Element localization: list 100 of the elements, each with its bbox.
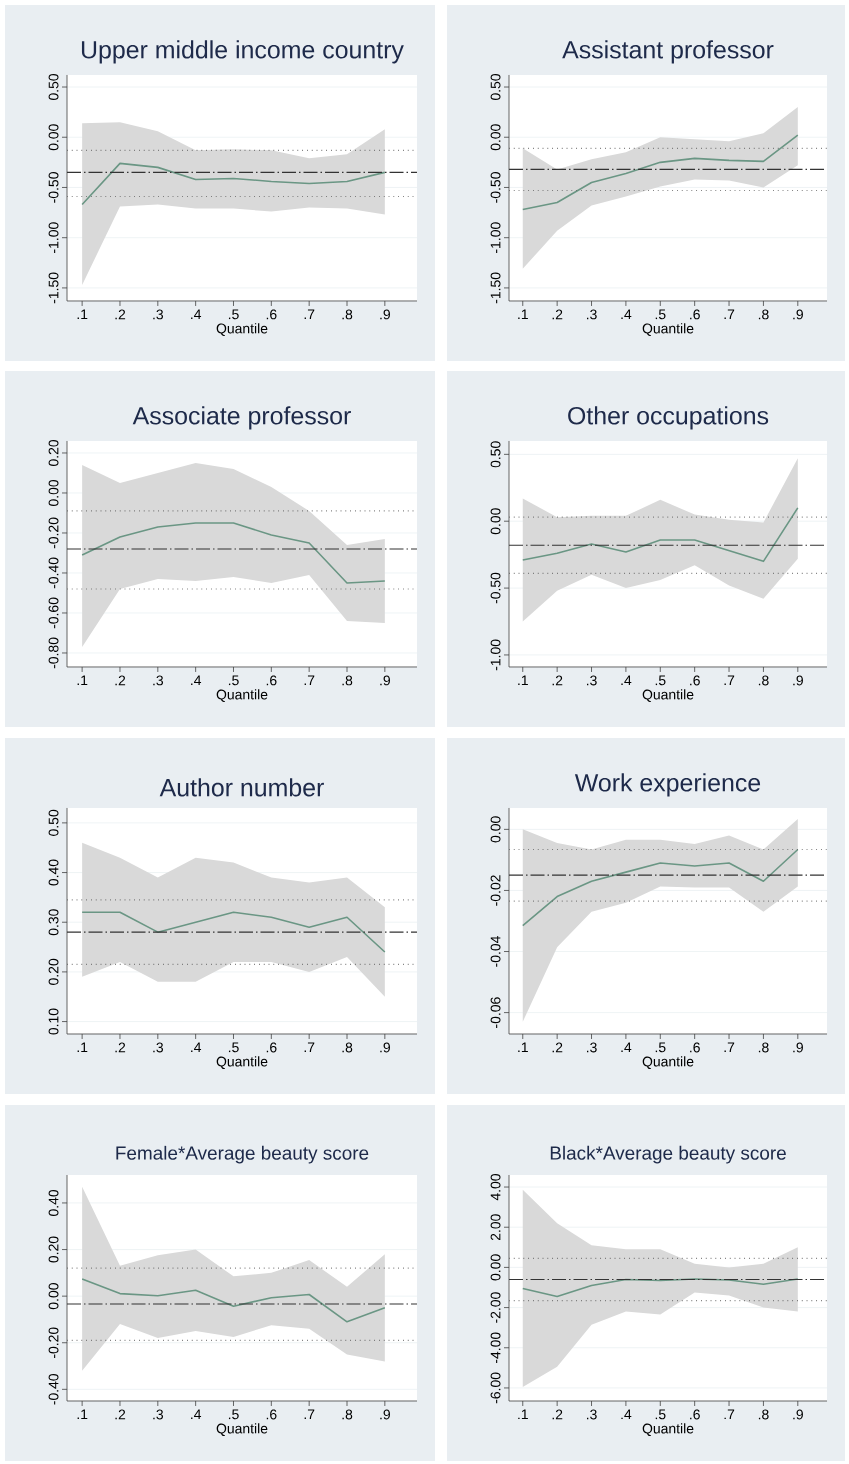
y-tick-label: -0.40 [48, 557, 59, 589]
x-tick-label: .3 [153, 309, 164, 320]
x-tick-label: .9 [793, 309, 803, 320]
line-series [81, 911, 386, 953]
y-tick-label: -0.20 [48, 517, 59, 549]
x-tick-label: .7 [304, 675, 315, 686]
x-tick-label: .3 [586, 1409, 597, 1420]
x-tick-label: .3 [586, 309, 597, 320]
chart-title: Assistant professor [562, 40, 774, 64]
y-tick-label: 0.50 [48, 73, 59, 101]
chart-title: Associate professor [132, 406, 351, 430]
x-tick-label: .6 [690, 675, 700, 686]
chart-title: Work experience [574, 773, 761, 797]
x-tick-label: .1 [77, 309, 88, 320]
x-tick-label: .2 [552, 675, 563, 686]
chart-title: Black*Average beauty score [550, 1145, 786, 1164]
x-tick-label: .1 [518, 309, 528, 320]
y-tick-label: 0.20 [48, 439, 59, 466]
x-tick-label: .9 [380, 1409, 390, 1420]
y-tick-label: -4.00 [490, 1332, 501, 1364]
x-tick-label: .3 [153, 1409, 164, 1420]
x-tick-label: .9 [380, 675, 390, 686]
y-tick-label: -1.00 [490, 222, 501, 253]
x-tick-label: .6 [266, 1042, 277, 1053]
x-tick-label: .4 [191, 1409, 202, 1420]
y-tick-label: 0.00 [490, 816, 501, 843]
y-tick-label: 0.20 [48, 1236, 59, 1263]
x-tick-label: .7 [304, 309, 315, 320]
x-tick-label: .8 [758, 1042, 769, 1053]
x-tick-label: .7 [304, 1042, 315, 1053]
y-tick-label: 0.00 [490, 124, 501, 151]
line-series [81, 162, 386, 206]
x-tick-label: .6 [690, 1042, 700, 1053]
x-axis-title: Quantile [216, 689, 268, 702]
x-tick-label: .2 [115, 1042, 126, 1053]
x-axis-title: Quantile [642, 1056, 694, 1069]
x-tick-label: .4 [621, 1042, 632, 1053]
x-tick-label: .2 [552, 1409, 563, 1420]
x-tick-label: .2 [115, 309, 126, 320]
y-tick-label: 0.00 [490, 1254, 501, 1281]
y-tick-label: -0.50 [48, 172, 59, 203]
x-tick-label: .8 [342, 309, 353, 320]
x-tick-label: .2 [552, 309, 563, 320]
x-tick-label: .6 [266, 309, 277, 320]
x-tick-label: .8 [758, 309, 769, 320]
x-axis-title: Quantile [642, 1423, 694, 1436]
x-tick-label: .9 [380, 1042, 390, 1053]
x-tick-label: .3 [586, 675, 597, 686]
x-tick-label: .1 [77, 675, 88, 686]
y-tick-label: 0.00 [48, 479, 59, 506]
x-tick-label: .6 [690, 1409, 700, 1420]
y-tick-label: -0.06 [490, 997, 501, 1028]
x-tick-label: .8 [342, 1042, 353, 1053]
y-tick-label: -0.20 [48, 1327, 59, 1359]
y-tick-label: -0.02 [490, 875, 501, 906]
y-tick-label: 0.10 [48, 1008, 59, 1035]
y-tick-label: 4.00 [490, 1174, 501, 1201]
x-tick-label: .5 [655, 1042, 666, 1053]
x-tick-label: .5 [228, 1042, 239, 1053]
x-tick-label: .2 [115, 1409, 126, 1420]
x-tick-label: .5 [655, 309, 666, 320]
x-tick-label: .9 [793, 1042, 803, 1053]
x-tick-label: .7 [724, 1409, 735, 1420]
y-tick-label: -1.50 [490, 272, 501, 304]
x-tick-label: .1 [518, 1409, 528, 1420]
x-tick-label: .9 [793, 1409, 803, 1420]
y-tick-label: 0.00 [490, 508, 501, 535]
y-tick-label: 2.00 [490, 1214, 501, 1241]
x-axis-title: Quantile [216, 323, 268, 336]
x-tick-label: .1 [518, 1042, 528, 1053]
x-axis-title: Quantile [216, 1423, 268, 1436]
chart-title: Female*Average beauty score [116, 1145, 369, 1164]
y-tick-label: -1.50 [48, 272, 59, 304]
x-tick-label: .9 [380, 309, 390, 320]
y-tick-label: -0.40 [48, 1373, 59, 1405]
x-tick-label: .4 [621, 1409, 632, 1420]
y-tick-label: -1.00 [490, 639, 501, 671]
x-axis-title: Quantile [216, 1056, 268, 1069]
x-tick-label: .6 [266, 675, 277, 686]
x-tick-label: .5 [655, 675, 666, 686]
x-tick-label: .1 [77, 1409, 88, 1420]
x-tick-label: .8 [342, 675, 353, 686]
x-tick-label: .2 [552, 1042, 563, 1053]
x-tick-label: .6 [266, 1409, 277, 1420]
chart-title: Author number [159, 778, 324, 797]
line-series [521, 1278, 799, 1298]
y-tick-label: 0.50 [490, 441, 501, 468]
x-tick-label: .5 [228, 1409, 239, 1420]
x-tick-label: .7 [724, 1042, 735, 1053]
y-tick-label: 0.00 [48, 124, 59, 151]
chart-title: Upper middle income country [81, 40, 404, 64]
x-tick-label: .5 [228, 309, 239, 320]
y-tick-label: 0.50 [490, 73, 501, 101]
x-axis-title: Quantile [642, 323, 694, 336]
line-series [81, 1278, 386, 1323]
line-series [81, 522, 386, 584]
y-tick-label: -0.04 [490, 936, 501, 967]
x-tick-label: .4 [621, 309, 632, 320]
y-tick-label: 0.00 [48, 1283, 59, 1310]
y-tick-label: -0.50 [490, 172, 501, 203]
